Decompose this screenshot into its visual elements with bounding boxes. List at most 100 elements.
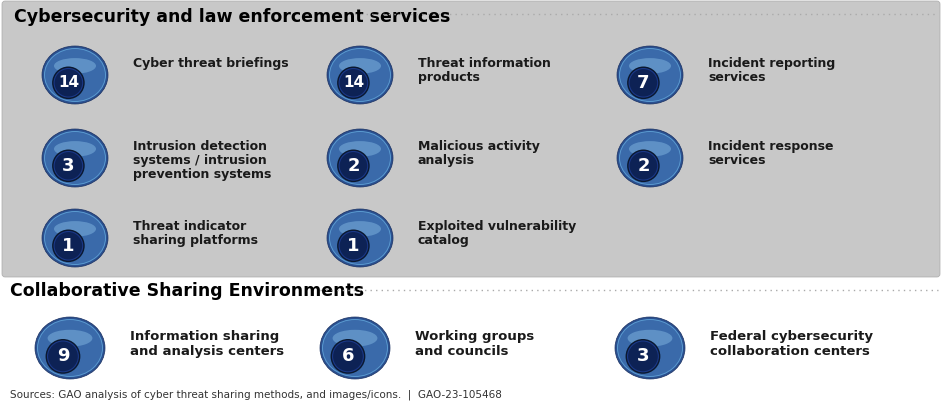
Text: Sources: GAO analysis of cyber threat sharing methods, and images/icons.  |  GAO: Sources: GAO analysis of cyber threat sh… (10, 390, 501, 400)
Text: and councils: and councils (414, 345, 508, 358)
Text: Information sharing: Information sharing (130, 330, 279, 343)
Ellipse shape (329, 48, 391, 102)
Ellipse shape (44, 48, 106, 102)
Ellipse shape (44, 131, 106, 185)
Ellipse shape (44, 211, 106, 265)
Text: Threat information: Threat information (417, 57, 550, 70)
Ellipse shape (47, 330, 93, 347)
Circle shape (47, 341, 78, 372)
Ellipse shape (327, 46, 393, 104)
Text: sharing platforms: sharing platforms (133, 234, 258, 247)
Ellipse shape (616, 319, 683, 377)
Ellipse shape (618, 48, 681, 102)
FancyBboxPatch shape (2, 1, 939, 277)
Circle shape (52, 66, 85, 99)
Circle shape (339, 68, 367, 97)
Ellipse shape (339, 221, 380, 237)
Ellipse shape (619, 132, 680, 184)
Ellipse shape (45, 132, 105, 184)
Text: 7: 7 (636, 74, 649, 92)
Text: 14: 14 (343, 75, 363, 90)
Ellipse shape (323, 320, 387, 376)
Ellipse shape (629, 141, 670, 157)
Ellipse shape (37, 319, 103, 377)
Text: and analysis centers: and analysis centers (130, 345, 284, 358)
Ellipse shape (618, 131, 681, 185)
Circle shape (627, 341, 658, 372)
Ellipse shape (327, 129, 393, 187)
Text: 1: 1 (62, 237, 75, 255)
Circle shape (337, 66, 369, 99)
Text: analysis: analysis (417, 154, 475, 167)
Ellipse shape (45, 212, 105, 264)
Ellipse shape (54, 58, 96, 74)
Ellipse shape (327, 209, 393, 267)
Ellipse shape (615, 317, 684, 379)
Text: 3: 3 (636, 347, 649, 365)
Ellipse shape (616, 129, 683, 187)
Circle shape (337, 230, 369, 262)
Text: prevention systems: prevention systems (133, 168, 271, 181)
Ellipse shape (42, 209, 108, 267)
Ellipse shape (616, 46, 683, 104)
Ellipse shape (619, 49, 680, 101)
Ellipse shape (339, 58, 380, 74)
Ellipse shape (339, 141, 380, 157)
Text: 6: 6 (342, 347, 354, 365)
Ellipse shape (38, 320, 102, 376)
Ellipse shape (627, 330, 672, 347)
Text: 14: 14 (58, 75, 79, 90)
Ellipse shape (35, 317, 105, 379)
Text: services: services (707, 154, 765, 167)
Ellipse shape (322, 319, 388, 377)
Circle shape (54, 151, 83, 180)
Circle shape (45, 339, 80, 374)
Text: Incident response: Incident response (707, 140, 833, 153)
Circle shape (330, 339, 365, 374)
Ellipse shape (329, 131, 391, 185)
Ellipse shape (54, 221, 96, 237)
Circle shape (52, 149, 85, 182)
Text: Malicious activity: Malicious activity (417, 140, 539, 153)
Text: Exploited vulnerability: Exploited vulnerability (417, 220, 576, 233)
Text: Collaborative Sharing Environments: Collaborative Sharing Environments (10, 282, 363, 300)
Text: 2: 2 (636, 157, 649, 175)
Text: collaboration centers: collaboration centers (709, 345, 869, 358)
Text: services: services (707, 71, 765, 84)
Circle shape (629, 68, 657, 97)
Text: systems / intrusion: systems / intrusion (133, 154, 266, 167)
Circle shape (629, 151, 657, 180)
Text: 1: 1 (346, 237, 360, 255)
Ellipse shape (54, 141, 96, 157)
Text: 3: 3 (62, 157, 75, 175)
Ellipse shape (329, 49, 390, 101)
Text: Cybersecurity and law enforcement services: Cybersecurity and law enforcement servic… (14, 8, 450, 26)
Ellipse shape (42, 46, 108, 104)
Text: Cyber threat briefings: Cyber threat briefings (133, 57, 288, 70)
Circle shape (54, 232, 83, 260)
Circle shape (52, 230, 85, 262)
Ellipse shape (42, 129, 108, 187)
Text: products: products (417, 71, 480, 84)
Ellipse shape (617, 320, 682, 376)
Circle shape (625, 339, 660, 374)
Text: Federal cybersecurity: Federal cybersecurity (709, 330, 872, 343)
Ellipse shape (320, 317, 390, 379)
Text: Threat indicator: Threat indicator (133, 220, 246, 233)
Text: Working groups: Working groups (414, 330, 533, 343)
Text: catalog: catalog (417, 234, 469, 247)
Ellipse shape (329, 211, 391, 265)
Circle shape (339, 151, 367, 180)
Ellipse shape (329, 212, 390, 264)
Ellipse shape (45, 49, 105, 101)
Circle shape (54, 68, 83, 97)
Text: 2: 2 (346, 157, 360, 175)
Circle shape (332, 341, 363, 372)
Ellipse shape (332, 330, 377, 347)
Circle shape (627, 66, 659, 99)
Circle shape (337, 149, 369, 182)
Circle shape (627, 149, 659, 182)
Text: 9: 9 (57, 347, 69, 365)
Text: Intrusion detection: Intrusion detection (133, 140, 267, 153)
Ellipse shape (329, 132, 390, 184)
